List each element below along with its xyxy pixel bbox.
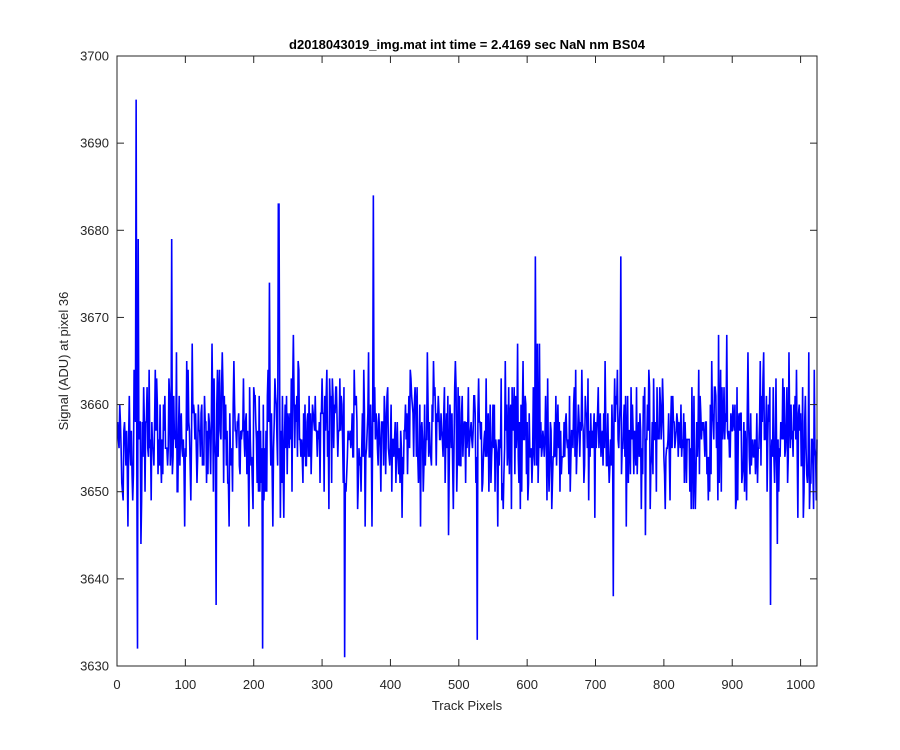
x-tick-label: 500 xyxy=(448,677,470,692)
y-tick-label: 3660 xyxy=(80,397,109,412)
x-tick-label: 700 xyxy=(585,677,607,692)
x-tick-label: 100 xyxy=(175,677,197,692)
x-tick-label: 900 xyxy=(721,677,743,692)
axes-box xyxy=(116,55,818,667)
y-tick-label: 3680 xyxy=(80,223,109,238)
x-tick-label: 800 xyxy=(653,677,675,692)
y-tick-label: 3640 xyxy=(80,571,109,586)
y-tick-label: 3630 xyxy=(80,659,109,674)
x-tick-label: 300 xyxy=(311,677,333,692)
y-ticks: 3630 3640 3650 3660 3670 3680 3690 3700 xyxy=(80,49,817,674)
x-tick-label: 600 xyxy=(516,677,538,692)
data-layer xyxy=(116,99,818,658)
x-tick-label: 0 xyxy=(113,677,120,692)
series-line xyxy=(116,99,818,658)
x-axis-label: Track Pixels xyxy=(432,698,503,713)
plot-area: 0 100 200 300 400 500 600 700 800 900 1000 3630 364… xyxy=(80,49,818,692)
y-axis-label: Signal (ADU) at pixel 36 xyxy=(56,292,71,431)
x-tick-label: 200 xyxy=(243,677,265,692)
chart-title: d2018043019_img.mat int time = 2.4169 se… xyxy=(289,37,646,52)
y-tick-label: 3690 xyxy=(80,136,109,151)
x-tick-label: 400 xyxy=(380,677,402,692)
y-tick-label: 3700 xyxy=(80,49,109,64)
y-tick-label: 3670 xyxy=(80,310,109,325)
y-tick-label: 3650 xyxy=(80,484,109,499)
x-ticks: 0 100 200 300 400 500 600 700 800 900 1000 xyxy=(113,56,815,692)
x-tick-label: 1000 xyxy=(786,677,815,692)
